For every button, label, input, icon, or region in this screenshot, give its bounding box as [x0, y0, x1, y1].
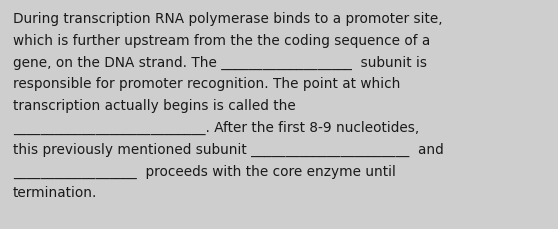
Text: __________________  proceeds with the core enzyme until: __________________ proceeds with the cor…: [13, 164, 396, 178]
Text: transcription actually begins is called the: transcription actually begins is called …: [13, 99, 296, 113]
Text: this previously mentioned subunit _______________________  and: this previously mentioned subunit ______…: [13, 142, 444, 156]
Text: ____________________________. After the first 8-9 nucleotides,: ____________________________. After the …: [13, 120, 419, 135]
Text: which is further upstream from the the coding sequence of a: which is further upstream from the the c…: [13, 34, 430, 48]
Text: During transcription RNA polymerase binds to a promoter site,: During transcription RNA polymerase bind…: [13, 12, 442, 26]
Text: responsible for promoter recognition. The point at which: responsible for promoter recognition. Th…: [13, 77, 401, 91]
Text: termination.: termination.: [13, 185, 98, 199]
Text: gene, on the DNA strand. The ___________________  subunit is: gene, on the DNA strand. The ___________…: [13, 55, 427, 69]
